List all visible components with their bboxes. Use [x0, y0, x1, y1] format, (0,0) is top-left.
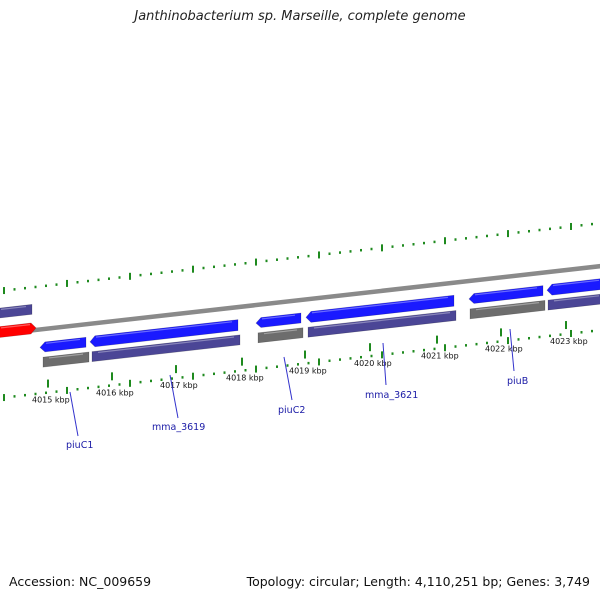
genome-stats-footer: Topology: circular; Length: 4,110,251 bp…: [247, 574, 590, 589]
cds-forward: [39, 336, 87, 353]
kbp-label: 4019 kbp: [289, 367, 327, 376]
kbp-label: 4018 kbp: [226, 374, 264, 383]
highlight-cds: [0, 322, 37, 338]
kbp-label: 4022 kbp: [485, 344, 523, 353]
genes-value: 3,749: [554, 574, 590, 589]
kbp-label: 4015 kbp: [32, 396, 70, 405]
topology-value: circular;: [309, 574, 360, 589]
gene-callout-line: [283, 356, 293, 401]
cds-reverse-upper-shine: [0, 305, 27, 310]
accession-value: NC_009659: [79, 574, 152, 589]
cds-forward: [468, 285, 544, 304]
cds-reverse: [307, 310, 457, 338]
gene-callout-line: [69, 391, 79, 437]
cds-gray-shine: [263, 329, 298, 335]
gene-callout-line: [382, 342, 387, 386]
accession-label: Accession:: [9, 574, 76, 589]
map-title: Janthinobacterium sp. Marseille, complet…: [134, 9, 466, 24]
gene-label: piuC1: [66, 440, 93, 451]
gene-label-track: piuC1 mma_3619 piuC2 mma_3621 piuB: [66, 328, 528, 451]
cds-forward-shine: [474, 287, 538, 296]
cds-reverse-shine: [97, 336, 235, 354]
backbone-line: [0, 263, 600, 337]
cds-reverse-shine: [553, 295, 600, 302]
cds-gray-shine: [48, 353, 84, 359]
gene-callout-line: [169, 374, 179, 419]
gc-content-track: [3, 222, 593, 402]
cds-forward: [305, 294, 455, 323]
length-label: Length:: [363, 574, 411, 589]
cds-forward: [255, 312, 302, 328]
scale-track: 4015 kbp 4016 kbp 4017 kbp 4018 kbp 4019 kbp…: [32, 321, 588, 405]
gene-label: mma_3621: [365, 390, 418, 401]
cds-forward: [89, 319, 239, 348]
cds-forward-shine: [552, 279, 600, 287]
length-value: 4,110,251 bp;: [414, 574, 503, 589]
accession-footer: Accession: NC_009659: [9, 574, 151, 589]
cds-reverse-shine: [313, 312, 451, 329]
cds-forward: [546, 278, 600, 296]
cds-reverse: [547, 293, 600, 311]
cds-forward-shine: [45, 338, 81, 344]
cds-forward-shine: [95, 321, 233, 338]
cds-reverse-upper: [0, 304, 33, 319]
cds-gray: [42, 351, 90, 368]
gene-label: mma_3619: [152, 422, 205, 433]
topology-label: Topology:: [246, 574, 306, 589]
kbp-label: 4017 kbp: [160, 381, 198, 390]
cds-forward-shine: [311, 296, 449, 314]
feature-track: [0, 278, 600, 368]
cds-forward-shine: [261, 314, 296, 320]
genes-label: Genes:: [506, 574, 551, 589]
backbone-track: [0, 263, 600, 337]
gene-label: piuC2: [278, 405, 305, 416]
gene-label: piuB: [507, 376, 528, 387]
cds-gray: [469, 300, 546, 320]
gene-callout-line: [509, 328, 515, 372]
kbp-label: 4016 kbp: [96, 388, 134, 397]
kbp-label: 4020 kbp: [354, 359, 392, 368]
cds-reverse: [91, 334, 241, 362]
cds-gray-shine: [475, 301, 540, 311]
highlight-cds-shine: [0, 324, 31, 329]
kbp-label: 4021 kbp: [421, 352, 459, 361]
kbp-label: 4023 kbp: [550, 337, 588, 346]
cds-gray: [257, 327, 304, 344]
